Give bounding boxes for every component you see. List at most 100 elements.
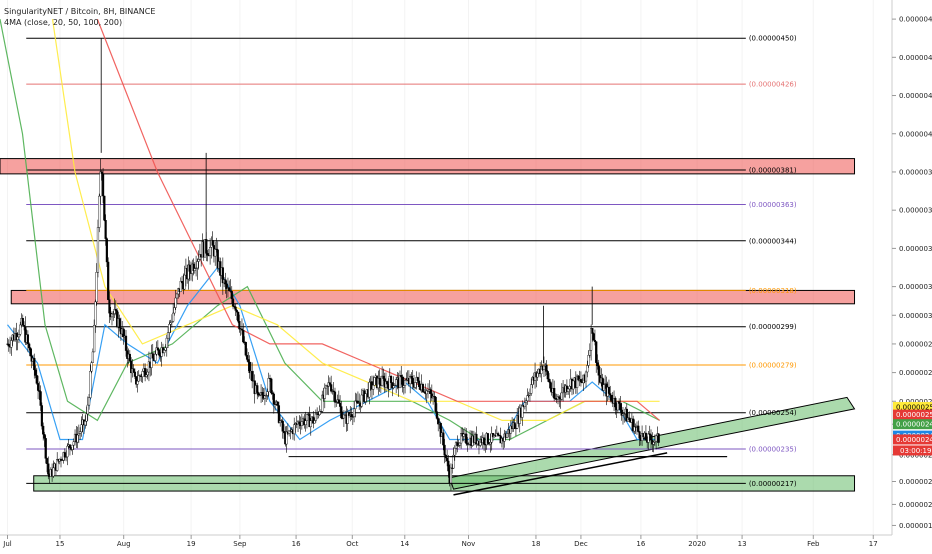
candle-body bbox=[435, 411, 439, 419]
candle-body bbox=[587, 355, 590, 366]
candle-body bbox=[169, 322, 172, 325]
candle-body bbox=[247, 359, 250, 363]
candle-body bbox=[496, 433, 500, 436]
candle-body bbox=[648, 433, 651, 435]
price-badge bbox=[893, 419, 932, 430]
candle-body bbox=[475, 433, 478, 445]
candle-body bbox=[576, 375, 579, 388]
candle-body bbox=[410, 376, 413, 379]
candle-body bbox=[80, 424, 83, 432]
indicator-label: 4MA (close, 20, 50, 100, 200) bbox=[4, 18, 122, 27]
price-badge bbox=[893, 409, 932, 420]
candle-body bbox=[342, 414, 346, 419]
candle-body bbox=[228, 287, 231, 292]
candle-body bbox=[425, 390, 428, 395]
candle-body bbox=[211, 240, 214, 246]
candle-body bbox=[68, 444, 72, 448]
candle-body bbox=[489, 442, 492, 445]
candle-body bbox=[15, 333, 18, 340]
candle-body bbox=[79, 431, 82, 434]
candle-body bbox=[235, 310, 238, 313]
candle-body bbox=[354, 400, 357, 410]
candle-body bbox=[44, 438, 47, 459]
candle-body bbox=[240, 328, 244, 331]
candle-body bbox=[100, 171, 103, 174]
candle-body bbox=[224, 279, 227, 285]
candle-body bbox=[233, 306, 236, 308]
candle-body bbox=[263, 395, 267, 399]
candle-body bbox=[221, 267, 224, 284]
candle-body bbox=[183, 274, 186, 290]
price-badges: 0.000002570.000002530.000002480.00000242… bbox=[893, 401, 932, 456]
candle-body bbox=[443, 444, 446, 456]
candle-body bbox=[572, 380, 575, 390]
candle-body bbox=[318, 411, 321, 416]
candle-body bbox=[523, 402, 526, 407]
candle-body bbox=[381, 375, 384, 386]
candle-body bbox=[45, 458, 49, 464]
candle-body bbox=[258, 394, 261, 396]
candle-body bbox=[245, 355, 249, 360]
time-axis[interactable]: Jul 15 Aug 19 Sep 16 Oct 14 Nov 18 Dec 16 2020 13 Feb 1… bbox=[2, 535, 878, 548]
candle-body bbox=[40, 405, 44, 427]
candle-body bbox=[33, 357, 36, 371]
candle-body bbox=[332, 390, 335, 393]
candle-body bbox=[251, 371, 254, 382]
price-tick-label: 0.00000290 bbox=[899, 340, 932, 348]
candle-body bbox=[391, 382, 394, 389]
fib-label: (0.00000344) bbox=[749, 237, 797, 245]
candle-body bbox=[107, 261, 110, 300]
candle-body bbox=[547, 378, 551, 383]
ma-100-line bbox=[51, 19, 660, 421]
candle-body bbox=[416, 377, 419, 382]
candle-body bbox=[231, 298, 235, 307]
candle-body bbox=[521, 405, 524, 418]
candle-body bbox=[368, 381, 371, 398]
candle-body bbox=[456, 442, 459, 446]
candle-body bbox=[350, 414, 353, 417]
candle-body bbox=[99, 171, 102, 197]
candle-body bbox=[505, 433, 509, 438]
time-tick-label: 18 bbox=[531, 540, 540, 548]
candle-body bbox=[490, 433, 493, 443]
candle-body bbox=[531, 377, 534, 385]
candle-body bbox=[273, 403, 277, 405]
price-badge-label: 0.00000257 bbox=[896, 403, 932, 411]
candle-body bbox=[649, 434, 653, 441]
candle-body bbox=[330, 384, 333, 392]
candle-body bbox=[225, 283, 228, 289]
candle-body bbox=[514, 428, 518, 430]
candle-body bbox=[340, 406, 343, 419]
candle-body bbox=[607, 386, 611, 394]
candle-body bbox=[34, 369, 37, 376]
candle-body bbox=[47, 463, 50, 475]
candle-body bbox=[158, 349, 161, 356]
candle-body bbox=[86, 404, 89, 415]
candle-body bbox=[77, 433, 80, 436]
candle-body bbox=[43, 434, 46, 439]
candle-body bbox=[265, 395, 268, 397]
candle-body bbox=[267, 378, 270, 392]
candle-body bbox=[591, 328, 594, 334]
candle-body bbox=[293, 424, 296, 435]
price-tick-label: 0.00000360 bbox=[899, 207, 932, 215]
candle-body bbox=[65, 456, 68, 458]
candle-body bbox=[10, 340, 13, 348]
candle-body bbox=[558, 396, 561, 399]
time-tick-label: 2020 bbox=[688, 540, 706, 548]
candle-body bbox=[655, 435, 658, 442]
candle-body bbox=[90, 362, 93, 372]
price-tick-label: 0.00000260 bbox=[899, 398, 932, 406]
candle-body bbox=[542, 365, 546, 370]
candle-body bbox=[114, 309, 117, 311]
candle-body bbox=[156, 347, 159, 351]
candle-body bbox=[621, 413, 625, 416]
candle-body bbox=[498, 434, 501, 437]
candle-body bbox=[458, 442, 461, 446]
candle-body bbox=[193, 268, 196, 271]
candle-body bbox=[266, 391, 269, 396]
candle-body bbox=[565, 385, 569, 392]
